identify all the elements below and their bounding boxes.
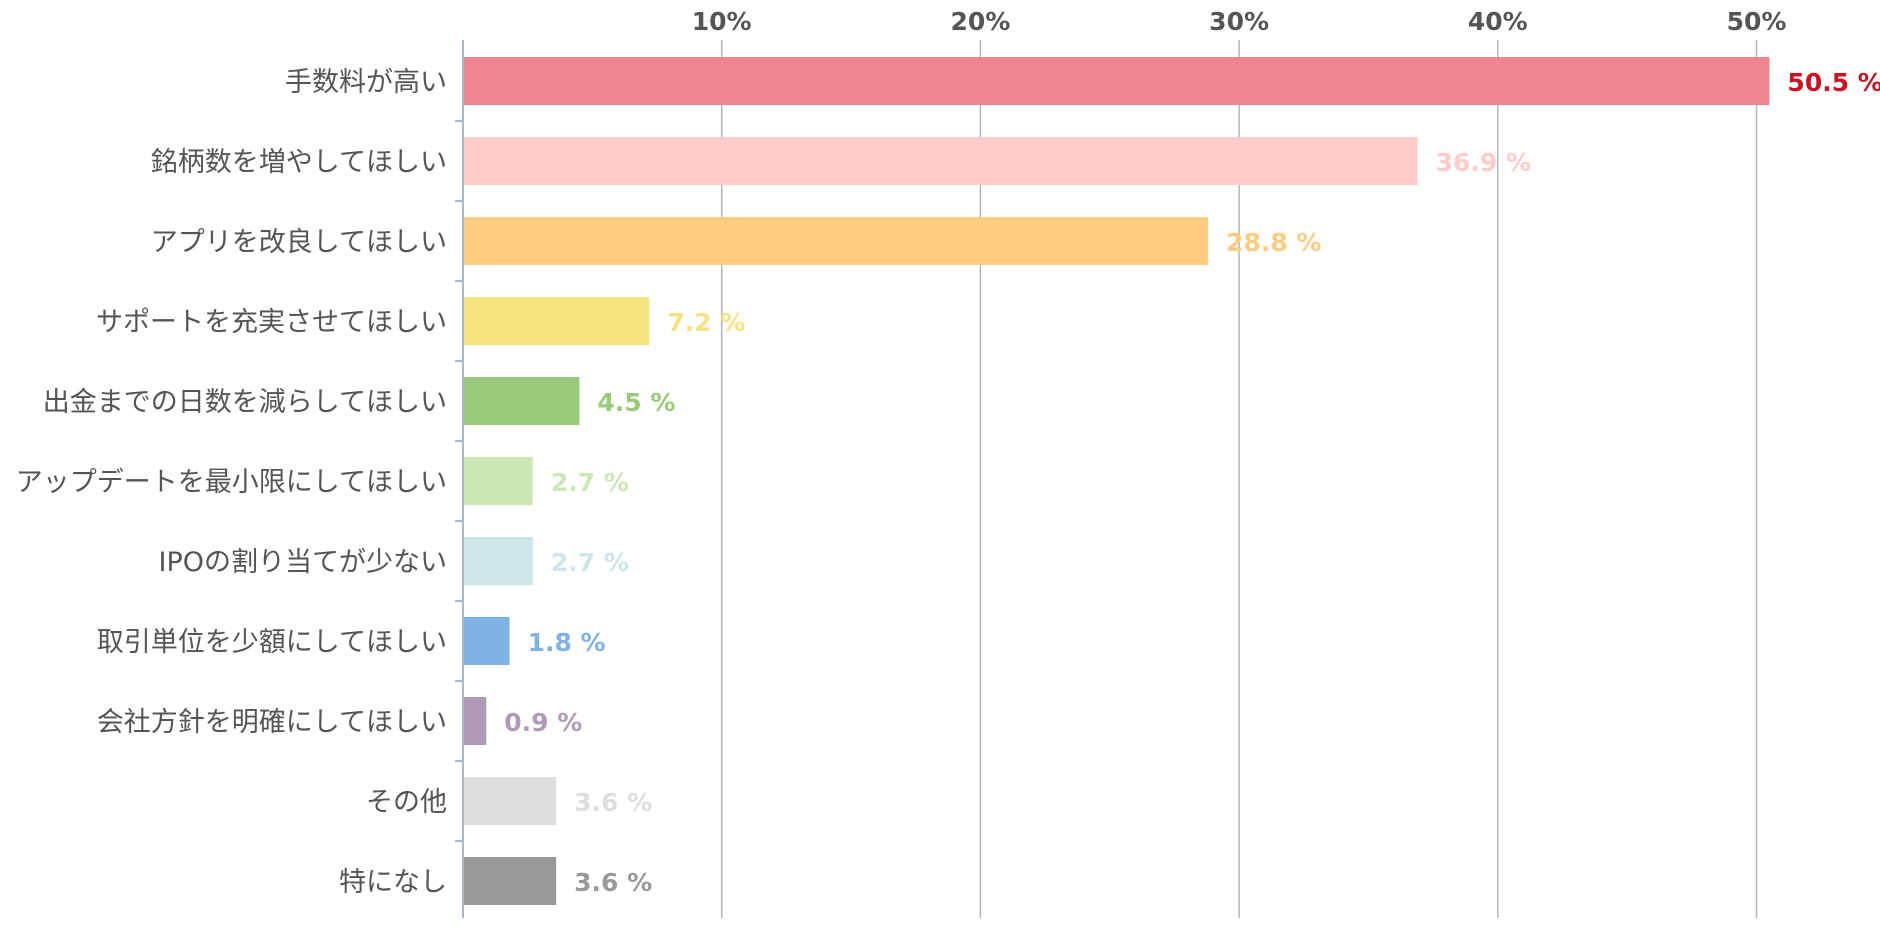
x-tick-label: 20%: [950, 7, 1010, 36]
category-label: 銘柄数を増やしてほしい: [151, 147, 447, 178]
bar: [463, 57, 1770, 105]
category-label: 取引単位を少額にしてほしい: [97, 627, 447, 658]
bar: [463, 777, 557, 825]
bar: [463, 457, 533, 505]
category-label: サポートを充実させてほしい: [96, 307, 447, 338]
category-label: 特になし: [339, 867, 447, 898]
value-label: 7.2 %: [667, 308, 745, 337]
y-axis: [455, 40, 464, 918]
x-tick-label: 10%: [692, 7, 752, 36]
category-label: 会社方針を明確にしてほしい: [97, 707, 447, 738]
bar: [463, 857, 557, 905]
value-label: 0.9 %: [504, 708, 582, 737]
category-label: その他: [366, 787, 447, 818]
value-label: 36.9 %: [1436, 148, 1531, 177]
value-label: 2.7 %: [551, 468, 629, 497]
bar: [463, 697, 487, 745]
bar: [463, 137, 1418, 185]
value-label: 3.6 %: [574, 868, 652, 897]
labels: 10% 20% 30% 40% 50% 手数料が高い 50.5 % 銘柄数を増やしてほしい 36…: [16, 7, 1880, 898]
value-label: 50.5 %: [1787, 68, 1880, 97]
value-label: 28.8 %: [1226, 228, 1321, 257]
gridlines: [720, 40, 1758, 918]
category-label: アプリを改良してほしい: [151, 227, 447, 258]
bar: [463, 217, 1209, 265]
category-label: アップデートを最小限にしてほしい: [16, 467, 447, 498]
x-tick-label: 50%: [1727, 7, 1787, 36]
bar: [463, 297, 650, 345]
category-label: IPOの割り当てが少ない: [159, 547, 448, 578]
bar: [463, 537, 533, 585]
value-label: 4.5 %: [597, 388, 675, 417]
bar: [463, 617, 510, 665]
bars: [463, 57, 1770, 905]
value-label: 2.7 %: [551, 548, 629, 577]
category-label: 手数料が高い: [285, 67, 447, 98]
category-label: 出金までの日数を減らしてほしい: [43, 387, 447, 418]
bar: [463, 377, 580, 425]
x-tick-label: 40%: [1468, 7, 1528, 36]
value-label: 3.6 %: [574, 788, 652, 817]
value-label: 1.8 %: [528, 628, 606, 657]
x-tick-label: 30%: [1209, 7, 1269, 36]
